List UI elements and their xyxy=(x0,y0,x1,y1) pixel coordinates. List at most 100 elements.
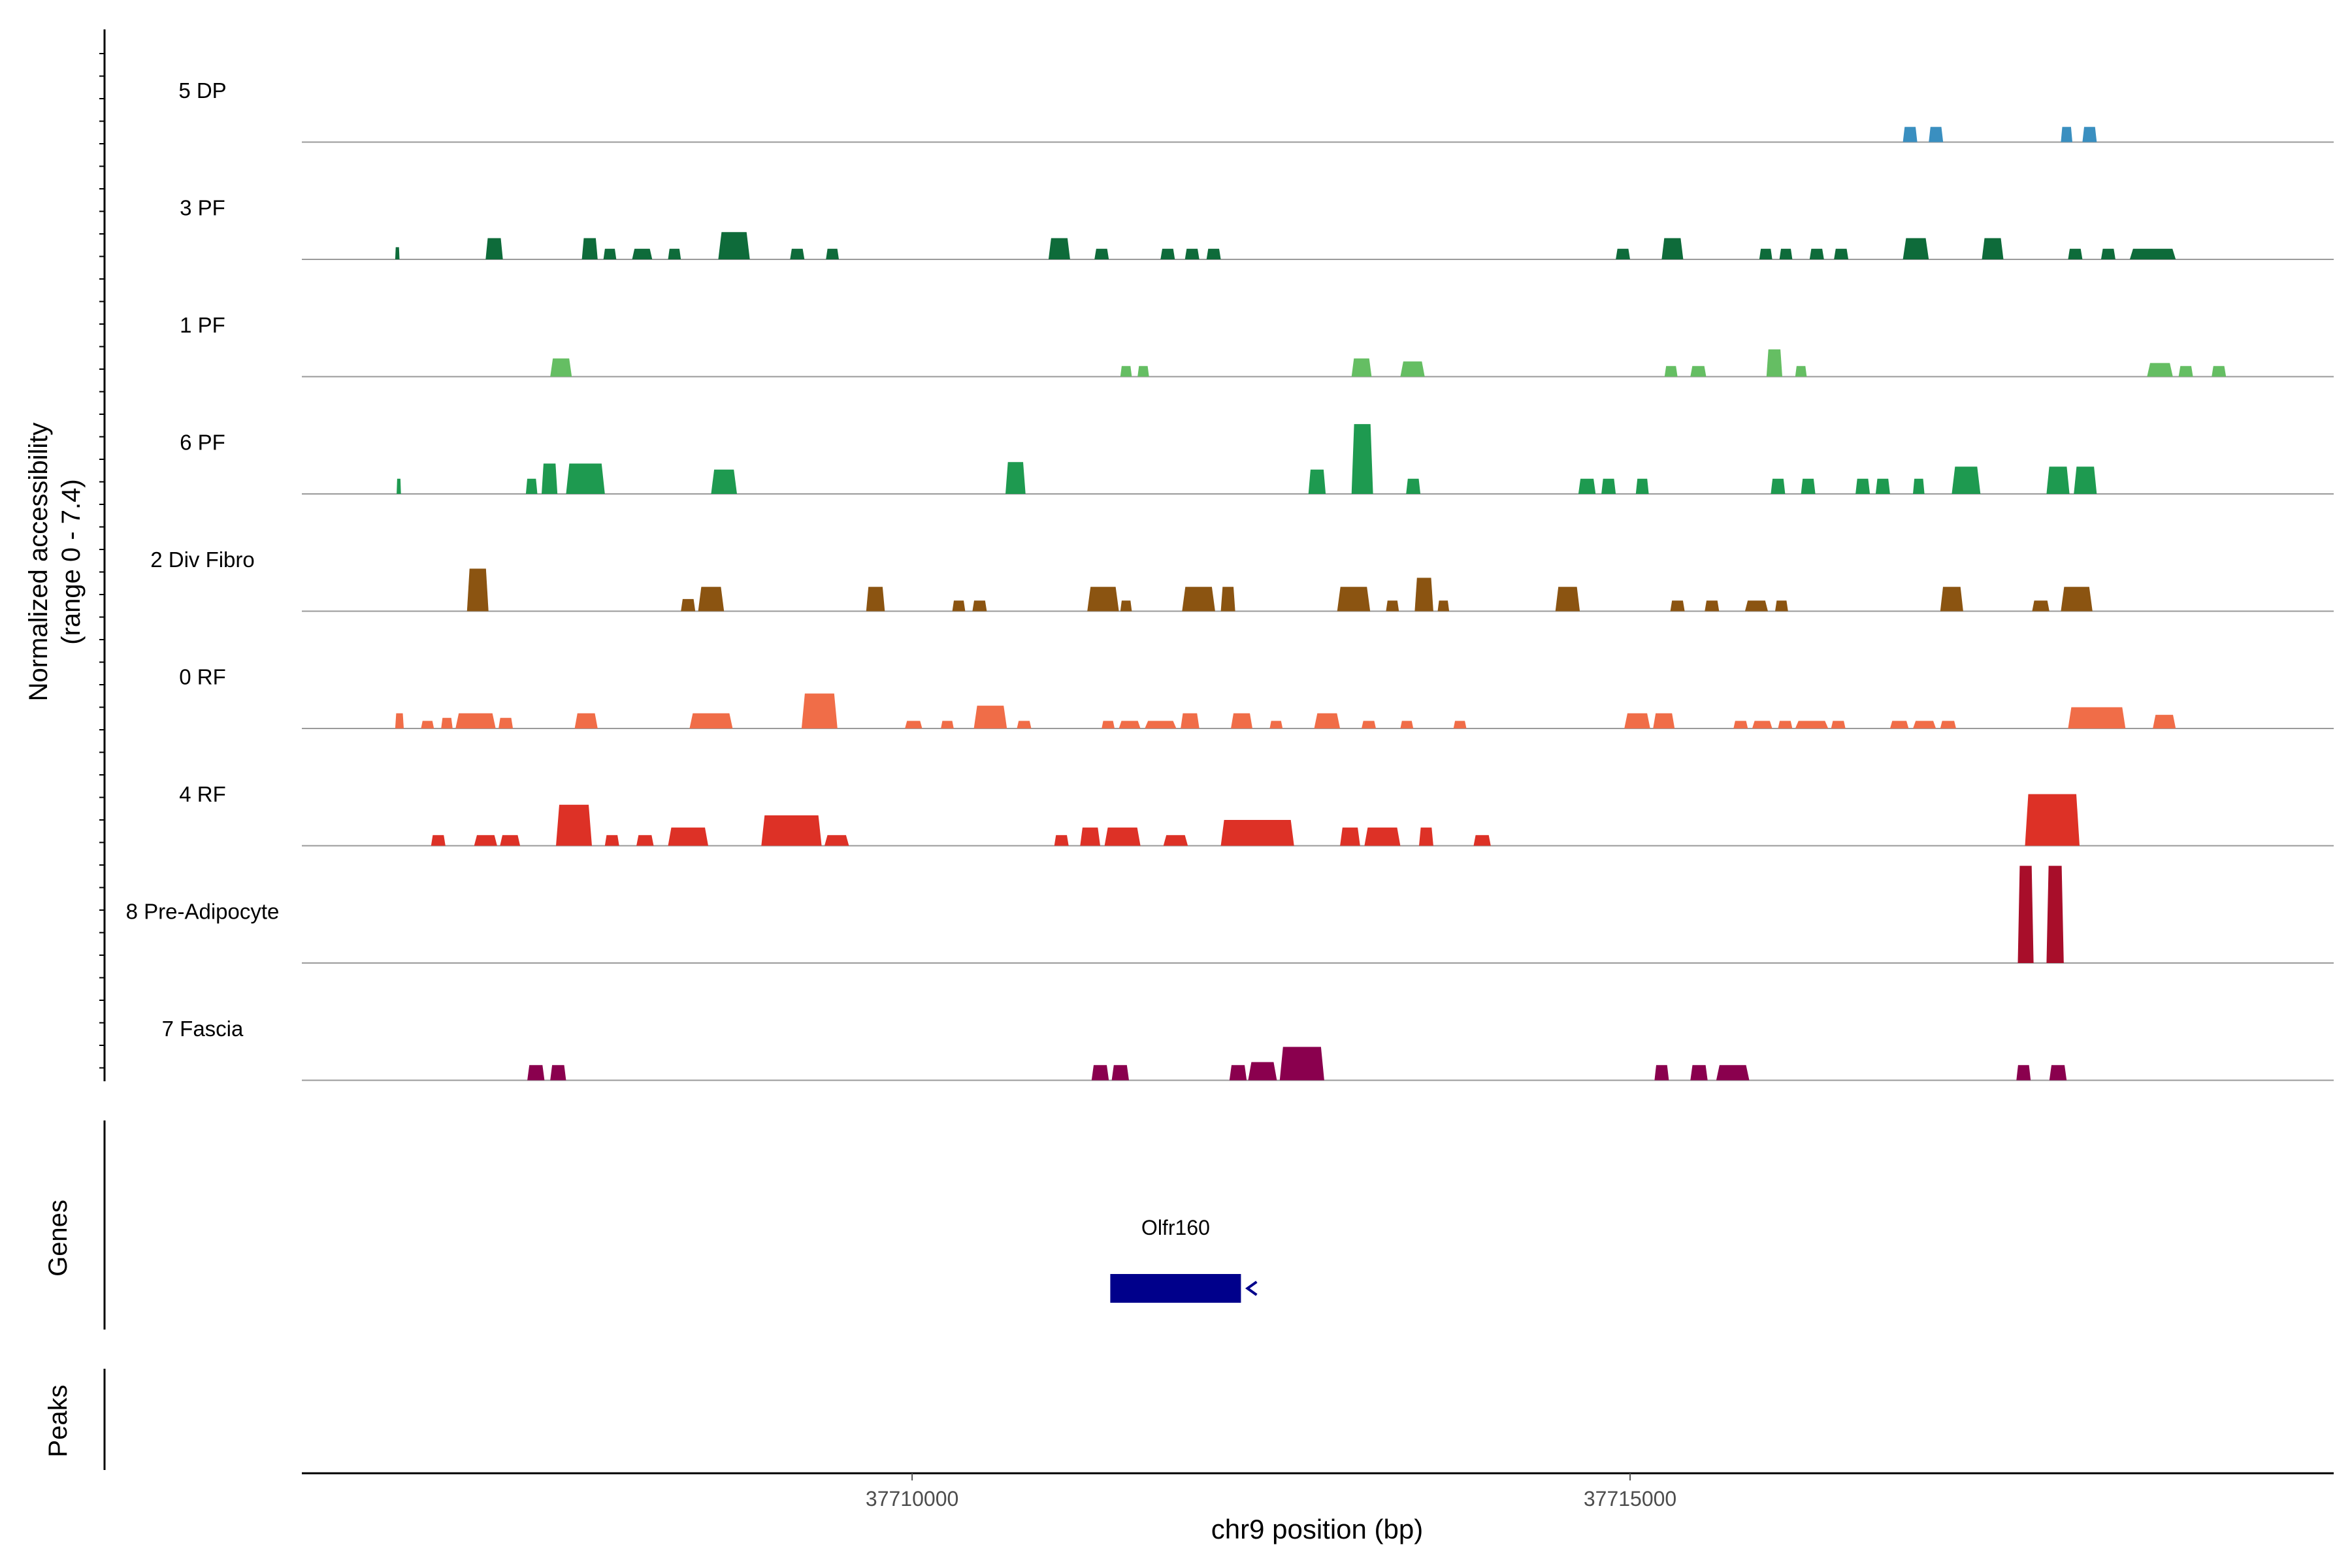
coverage-peak xyxy=(825,835,849,846)
coverage-peak xyxy=(632,248,653,259)
coverage-peak xyxy=(542,463,558,494)
coverage-peak xyxy=(1664,366,1678,377)
coverage-peak xyxy=(2046,866,2064,963)
coverage-peak xyxy=(668,827,708,846)
track-label: 4 RF xyxy=(179,782,226,806)
coverage-peak xyxy=(1400,721,1414,728)
coverage-peak xyxy=(1314,713,1341,728)
coverage-peak xyxy=(1104,827,1141,846)
track-label: 5 DP xyxy=(178,78,226,103)
coverage-peak xyxy=(1229,1065,1247,1081)
coverage-peak xyxy=(556,804,592,846)
coverage-peak xyxy=(1940,587,1963,612)
coverage-peak xyxy=(1733,721,1748,728)
coverage-peak xyxy=(1351,424,1373,494)
coverage-peak xyxy=(1801,478,1816,494)
track-label: 7 Fascia xyxy=(162,1017,244,1041)
coverage-peak xyxy=(603,248,617,259)
coverage-peak xyxy=(1752,721,1772,728)
coverage-peak xyxy=(1091,1065,1109,1081)
coverage-peak xyxy=(500,835,521,846)
coverage-peak xyxy=(1182,587,1215,612)
coverage-peak xyxy=(1160,248,1175,259)
coverage-peak xyxy=(527,1065,545,1081)
coverage-peak xyxy=(1929,127,1944,142)
coverage-peak xyxy=(1005,462,1026,494)
coverage-peak xyxy=(1855,478,1870,494)
x-axis-title: chr9 position (bp) xyxy=(1211,1514,1424,1544)
coverage-peak xyxy=(636,835,654,846)
coverage-peak xyxy=(905,721,923,728)
coverage-peak xyxy=(1779,248,1793,259)
coverage-peak xyxy=(1889,721,1909,728)
coverage-peak xyxy=(826,248,839,259)
coverage-peak xyxy=(498,717,514,728)
coverage-peak xyxy=(2016,1065,2031,1081)
coverage-peak xyxy=(1771,478,1786,494)
coverage-peak xyxy=(1163,835,1188,846)
coverage-peak xyxy=(1145,721,1177,728)
coverage-peak xyxy=(2212,366,2227,377)
coverage-peak xyxy=(1903,127,1918,142)
gene-name: Olfr160 xyxy=(1141,1216,1210,1239)
coverage-peak xyxy=(698,587,725,612)
coverage-peak xyxy=(1578,478,1596,494)
coverage-peak xyxy=(1795,721,1829,728)
track-label: 8 Pre-Adipocyte xyxy=(126,900,280,924)
coverage-peak xyxy=(1279,1047,1324,1081)
coverage-peak xyxy=(2100,248,2115,259)
peaks-panel-label: Peaks xyxy=(44,1384,73,1457)
coverage-peak xyxy=(1654,1065,1669,1081)
coverage-peak xyxy=(421,721,434,728)
coverage-peak xyxy=(1705,600,1720,612)
coverage-peak xyxy=(1653,713,1675,728)
coverage-peak xyxy=(972,600,987,612)
coverage-peak xyxy=(1809,248,1824,259)
coverage-peak xyxy=(1094,248,1109,259)
coverage-peak xyxy=(474,835,497,846)
coverage-peak xyxy=(1913,721,1936,728)
coverage-peak xyxy=(689,713,733,728)
coverage-peak xyxy=(941,721,954,728)
track-label: 1 PF xyxy=(180,313,225,337)
y-axis-title-line1: Normalized accessibility xyxy=(24,423,53,702)
coverage-peak xyxy=(550,358,572,377)
coverage-peak xyxy=(1120,366,1132,377)
coverage-peak xyxy=(574,713,598,728)
coverage-peak xyxy=(1248,1062,1277,1081)
coverage-peak xyxy=(1054,835,1069,846)
coverage-peak xyxy=(1308,469,1326,494)
coverage-peak xyxy=(397,478,401,494)
coverage-peak xyxy=(1111,1065,1129,1081)
coverage-peak xyxy=(1419,827,1433,846)
coverage-peak xyxy=(1775,600,1788,612)
coverage-peak xyxy=(395,713,404,728)
coverage-peak xyxy=(1795,366,1807,377)
coverage-peak xyxy=(2068,707,2126,728)
coverage-peak xyxy=(1206,248,1221,259)
coverage-peak xyxy=(1181,713,1200,728)
coverage-peak xyxy=(466,568,489,612)
x-tick-label: 37710000 xyxy=(866,1487,958,1511)
coverage-peak xyxy=(790,248,805,259)
coverage-peak xyxy=(1831,721,1846,728)
coverage-peak xyxy=(525,478,538,494)
coverage-peak xyxy=(1778,721,1793,728)
coverage-peak xyxy=(581,238,598,259)
track-0: 5 DP xyxy=(178,78,2334,143)
coverage-peak xyxy=(1102,721,1115,728)
track-8: 7 Fascia xyxy=(162,1017,2334,1081)
coverage-peak xyxy=(1137,366,1149,377)
coverage-peak xyxy=(2046,466,2070,494)
coverage-peak xyxy=(1337,587,1371,612)
track-6: 4 RF xyxy=(179,782,2334,847)
coverage-peak xyxy=(455,713,496,728)
coverage-peak xyxy=(973,706,1007,728)
gene-body xyxy=(1110,1274,1241,1303)
track-3: 6 PF xyxy=(180,424,2334,495)
strand-arrow-icon xyxy=(1245,1281,1258,1296)
coverage-peak xyxy=(566,463,605,494)
x-tick-label: 37715000 xyxy=(1584,1487,1676,1511)
coverage-peak xyxy=(604,835,619,846)
